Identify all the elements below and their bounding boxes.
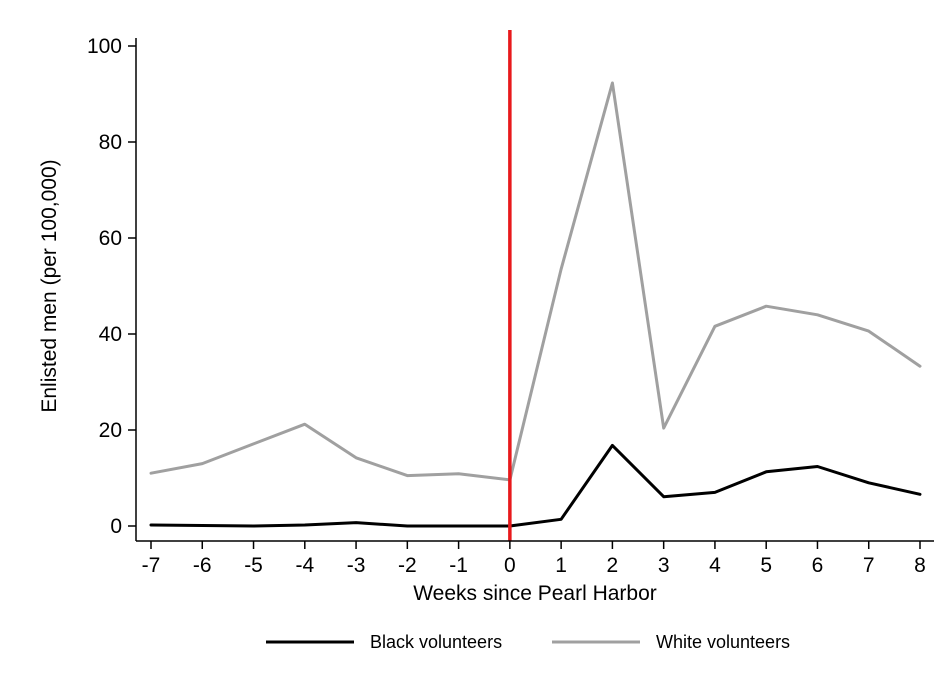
x-tick-label: 5 xyxy=(760,554,772,577)
x-axis-ticks: -7 -6 -5 -4 -3 -2 -1 0 1 2 3 4 5 6 7 8 xyxy=(142,541,926,577)
x-axis-title: Weeks since Pearl Harbor xyxy=(413,582,657,605)
x-tick-label: 8 xyxy=(914,554,926,577)
x-tick-label: -3 xyxy=(347,554,366,577)
y-tick-label: 60 xyxy=(99,227,122,250)
x-tick-label: -7 xyxy=(142,554,161,577)
y-tick-label: 20 xyxy=(99,419,122,442)
x-tick-label: -6 xyxy=(193,554,212,577)
y-tick-label: 100 xyxy=(87,35,122,58)
x-tick-label: 7 xyxy=(863,554,875,577)
x-tick-label: 1 xyxy=(555,554,567,577)
y-axis-title: Enlisted men (per 100,000) xyxy=(38,159,61,412)
x-tick-label: 0 xyxy=(504,554,516,577)
x-tick-label: -1 xyxy=(449,554,468,577)
y-axis-ticks: 0 20 40 60 80 100 xyxy=(87,35,136,538)
x-tick-label: 3 xyxy=(658,554,670,577)
x-tick-label: -5 xyxy=(244,554,263,577)
legend-label: Black volunteers xyxy=(370,632,502,652)
y-tick-label: 0 xyxy=(110,515,122,538)
x-tick-label: 2 xyxy=(607,554,619,577)
x-tick-label: -4 xyxy=(295,554,314,577)
legend: Black volunteers White volunteers xyxy=(266,632,790,652)
white-volunteers-line xyxy=(149,81,922,482)
y-tick-label: 40 xyxy=(99,323,122,346)
x-tick-label: 6 xyxy=(812,554,824,577)
x-tick-label: 4 xyxy=(709,554,721,577)
y-tick-label: 80 xyxy=(99,131,122,154)
legend-label: White volunteers xyxy=(656,632,790,652)
black-volunteers-line xyxy=(149,443,922,528)
series-layer xyxy=(149,81,922,528)
x-tick-label: -2 xyxy=(398,554,417,577)
